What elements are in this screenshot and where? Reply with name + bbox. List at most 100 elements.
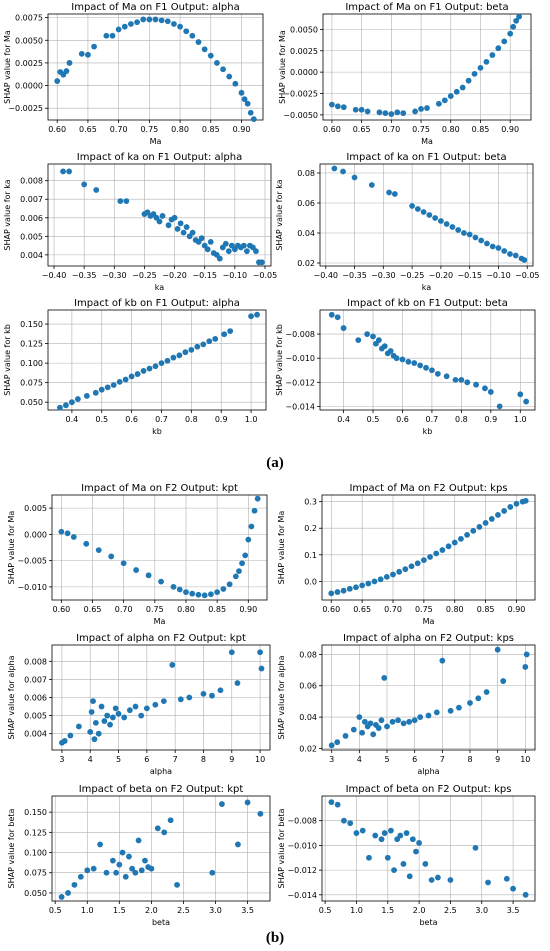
plot-frame (47, 163, 272, 267)
y-tick-label: 0.125 (24, 828, 47, 837)
data-point (189, 229, 196, 236)
data-point (340, 104, 347, 111)
y-tick-label: 0.005 (24, 504, 47, 513)
data-point (447, 877, 454, 883)
x-tick-label: −0.05 (253, 271, 278, 280)
data-point (121, 714, 128, 721)
data-point (226, 581, 233, 588)
y-tick-label: 0.06 (299, 682, 317, 691)
data-point (522, 497, 529, 504)
x-tick-label: 0.60 (322, 605, 340, 614)
data-point (522, 664, 529, 670)
data-point (422, 861, 429, 867)
data-point (387, 348, 394, 354)
y-tick-label: 0.0000 (290, 68, 318, 77)
y-tick-label: 0.004 (24, 730, 47, 739)
data-point (400, 110, 407, 117)
data-point (467, 700, 473, 706)
data-point (200, 341, 207, 348)
x-tick-label: 4 (88, 755, 93, 764)
data-point (113, 869, 120, 876)
x-tick-label: 0.80 (171, 125, 189, 134)
x-tick-label: 0.70 (382, 125, 400, 134)
y-tick-label: 0.125 (20, 340, 43, 349)
y-tick-label: 0.06 (297, 199, 315, 208)
data-point (104, 384, 111, 391)
x-tick-label: 0.75 (146, 605, 164, 614)
x-tick-label: 10 (520, 755, 530, 764)
x-tick-label: 0.75 (415, 605, 433, 614)
x-tick-label: 8 (201, 755, 206, 764)
data-point (128, 21, 134, 27)
data-point (134, 371, 141, 377)
data-point (495, 512, 501, 518)
x-tick-label: 1.5 (113, 906, 126, 915)
x-tick-label: 0.80 (446, 605, 464, 614)
data-point (183, 224, 190, 230)
plot-frame (51, 644, 271, 751)
x-tick-label: −0.10 (486, 271, 511, 280)
y-tick-label: −0.014 (287, 891, 317, 900)
y-tick-label: 0.007 (24, 675, 47, 684)
data-point (378, 717, 385, 724)
chart-title: Impact of ka on F1 Output: beta (346, 152, 506, 163)
data-point (227, 328, 234, 334)
data-point (115, 26, 122, 33)
x-tick-label: 0.60 (48, 125, 66, 134)
data-point (107, 721, 113, 728)
x-tick-label: 0.9 (215, 415, 228, 424)
data-point (458, 376, 465, 383)
data-point (244, 799, 251, 806)
data-point (209, 692, 215, 699)
plot-frame (319, 163, 534, 267)
data-point (251, 507, 258, 514)
data-point (57, 404, 63, 411)
data-point (381, 343, 388, 350)
data-point (351, 174, 358, 181)
plot-frame (322, 13, 532, 121)
x-tick-label: 8 (467, 755, 472, 764)
y-tick-label: 0.075 (24, 869, 47, 878)
x-axis-label: alpha (417, 767, 439, 776)
y-tick-label: −0.012 (287, 866, 317, 875)
x-tick-label: 0.60 (52, 605, 70, 614)
data-point (146, 16, 153, 23)
data-point (158, 360, 165, 367)
x-tick-label: 0.85 (208, 605, 226, 614)
data-point (254, 495, 261, 502)
chart-title: Impact of beta on F2 Output: kpt (79, 784, 244, 795)
data-point (207, 52, 214, 59)
data-point (92, 719, 99, 726)
data-point (384, 723, 390, 730)
data-point (160, 698, 167, 705)
data-point (242, 552, 249, 559)
data-point (477, 64, 484, 71)
data-point (222, 240, 229, 247)
data-point (347, 820, 354, 827)
data-point (367, 720, 374, 727)
data-point (186, 694, 193, 701)
data-point (394, 109, 401, 116)
data-point (414, 206, 421, 212)
y-tick-label: 0.0075 (15, 14, 43, 23)
data-point (159, 213, 166, 219)
data-point (138, 712, 145, 719)
data-point (482, 385, 488, 392)
chart-title: Impact of alpha on F2 Output: kps (343, 633, 514, 644)
x-tick-label: 1.0 (245, 415, 258, 424)
data-point (432, 215, 439, 221)
x-axis-label: kb (152, 427, 162, 436)
data-point (384, 854, 391, 861)
data-point (152, 363, 159, 370)
y-axis-label: SHAP value for ka (3, 179, 12, 250)
x-tick-label: 0.80 (177, 605, 195, 614)
data-point (361, 718, 368, 725)
data-point (368, 182, 375, 188)
data-point (516, 13, 523, 20)
data-point (464, 531, 470, 538)
data-point (388, 827, 394, 834)
data-point (517, 391, 524, 398)
y-tick-label: −0.010 (285, 354, 315, 363)
x-tick-label: 0.60 (323, 125, 341, 134)
